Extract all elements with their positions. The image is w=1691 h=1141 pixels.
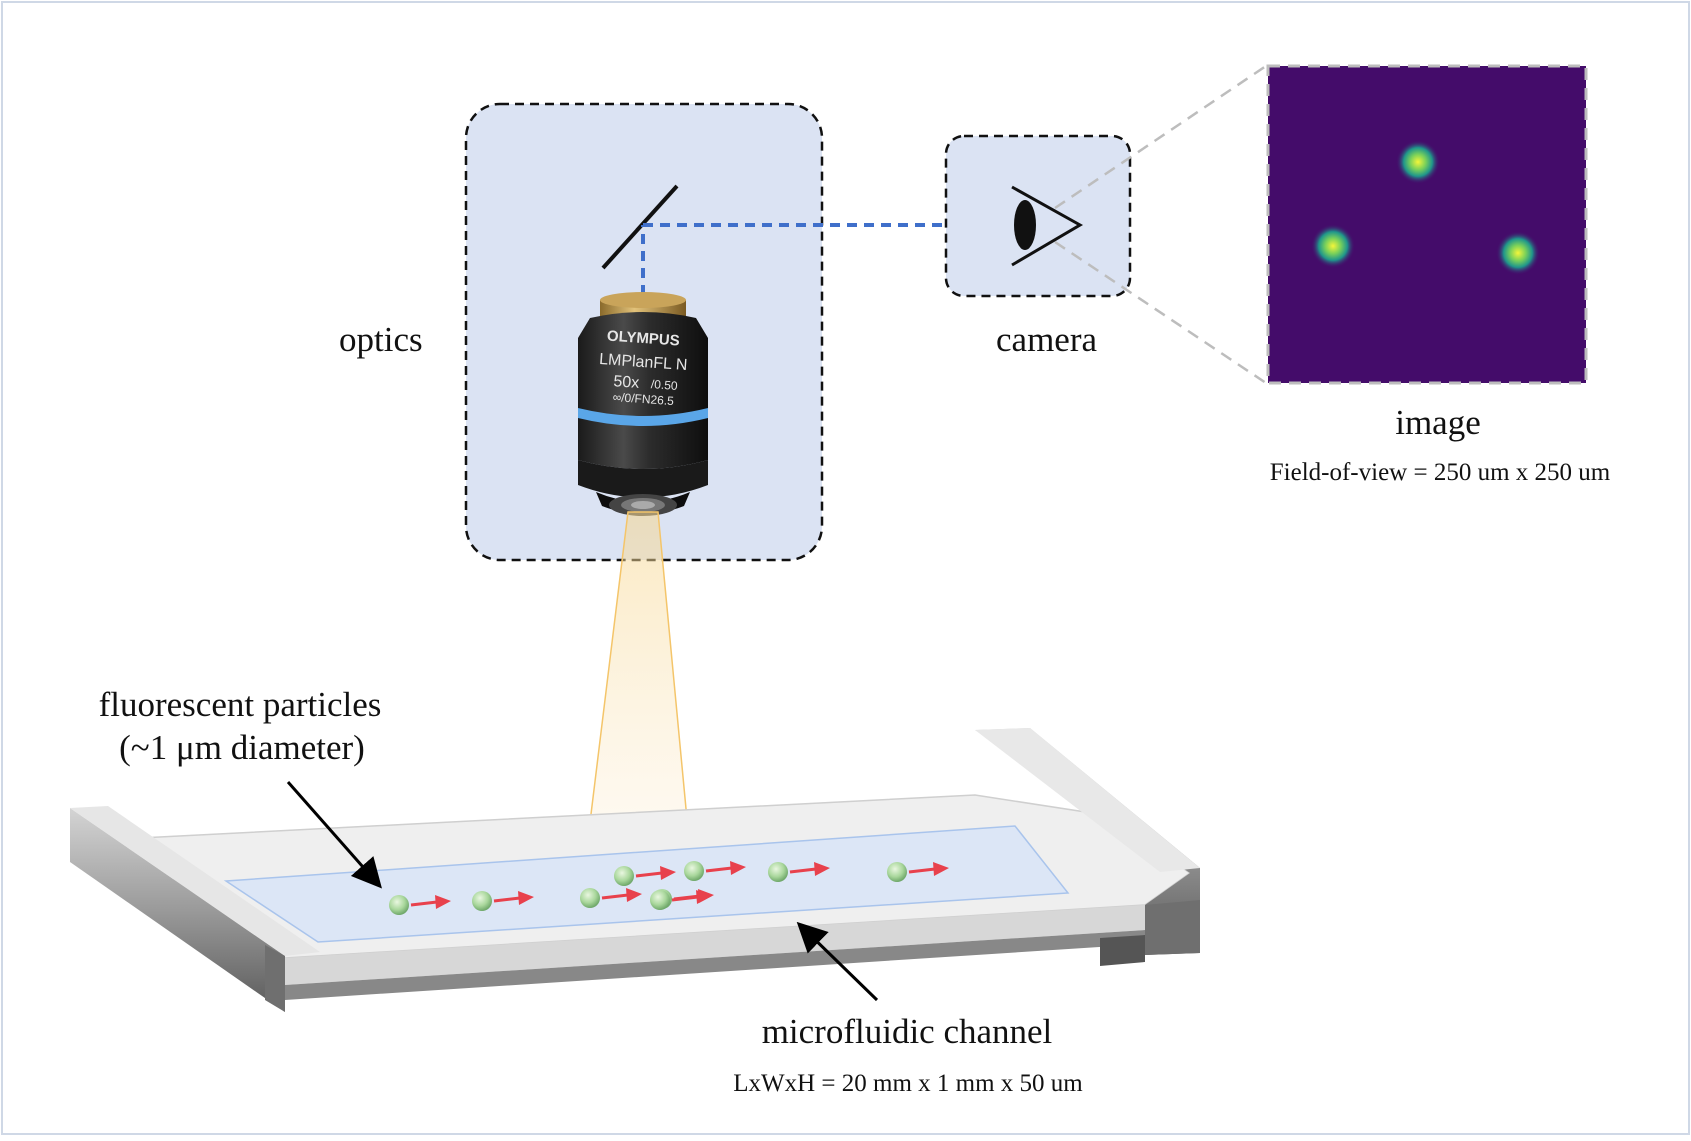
camera-panel [944, 134, 1132, 298]
velocity-arrowhead [660, 866, 676, 880]
eye-icon [1011, 185, 1084, 267]
image-spot [1396, 140, 1440, 184]
velocity-arrow [671, 895, 699, 902]
particle-sphere [768, 862, 788, 882]
zoom-line-top [1054, 64, 1267, 210]
particle-sphere [472, 891, 492, 911]
particle [472, 891, 534, 911]
mirror-icon [601, 184, 679, 270]
particle-sphere [614, 866, 634, 886]
objective-spec: ∞/0/FN26.5 [612, 390, 674, 408]
particle [768, 862, 830, 882]
objective-magnification: 50x [613, 373, 640, 392]
particle-sphere [684, 861, 704, 881]
particle-sphere [887, 862, 907, 882]
objective-brand: OLYMPUS [606, 327, 680, 349]
zoom-line-bottom [1054, 240, 1267, 385]
image-spot [1496, 231, 1540, 275]
velocity-arrowhead [730, 861, 746, 875]
particles-pointer-arrow [286, 781, 382, 889]
image-spot [1311, 224, 1355, 268]
channel-dims-label: LxWxH = 20 mm x 1 mm x 50 um [733, 1070, 1083, 1097]
particle [887, 862, 949, 882]
microfluidic-chip [70, 728, 1200, 1012]
camera-label: camera [996, 320, 1097, 359]
velocity-arrow [705, 866, 733, 873]
objective-na: /0.50 [650, 377, 678, 393]
velocity-arrow [789, 867, 817, 874]
objective-model: LMPlanFL N [599, 351, 688, 374]
particle [614, 866, 676, 886]
image-panel [1266, 64, 1588, 385]
particle-sphere [580, 888, 600, 908]
particle [650, 890, 712, 910]
velocity-arrowhead [933, 862, 949, 876]
velocity-arrowhead [696, 890, 712, 904]
particle [389, 895, 451, 915]
velocity-arrowhead [518, 891, 534, 905]
velocity-arrow [908, 867, 936, 874]
velocity-arrow [601, 893, 629, 900]
velocity-arrowhead [626, 888, 642, 902]
image-label: image [1395, 403, 1481, 442]
particle-sphere [650, 890, 670, 910]
particle [580, 888, 642, 908]
velocity-arrow [635, 871, 663, 878]
particles-label-line2: (~1 μm diameter) [119, 728, 365, 767]
objective-lens: OLYMPUS LMPlanFL N 50x /0.50 ∞/0/FN26.5 [578, 292, 708, 516]
velocity-arrowhead [814, 862, 830, 876]
velocity-arrow [493, 896, 521, 903]
channel-pointer-arrow [796, 921, 879, 1002]
fov-label: Field-of-view = 250 um x 250 um [1270, 459, 1611, 486]
particles-label-line1: fluorescent particles [99, 685, 382, 724]
channel-fluid [223, 825, 1070, 943]
particles-layer [389, 861, 949, 915]
optics-label: optics [339, 320, 423, 359]
particle [684, 861, 746, 881]
velocity-arrow [410, 900, 438, 907]
particle-sphere [389, 895, 409, 915]
channel-label: microfluidic channel [762, 1012, 1053, 1051]
velocity-arrowhead [435, 895, 451, 909]
